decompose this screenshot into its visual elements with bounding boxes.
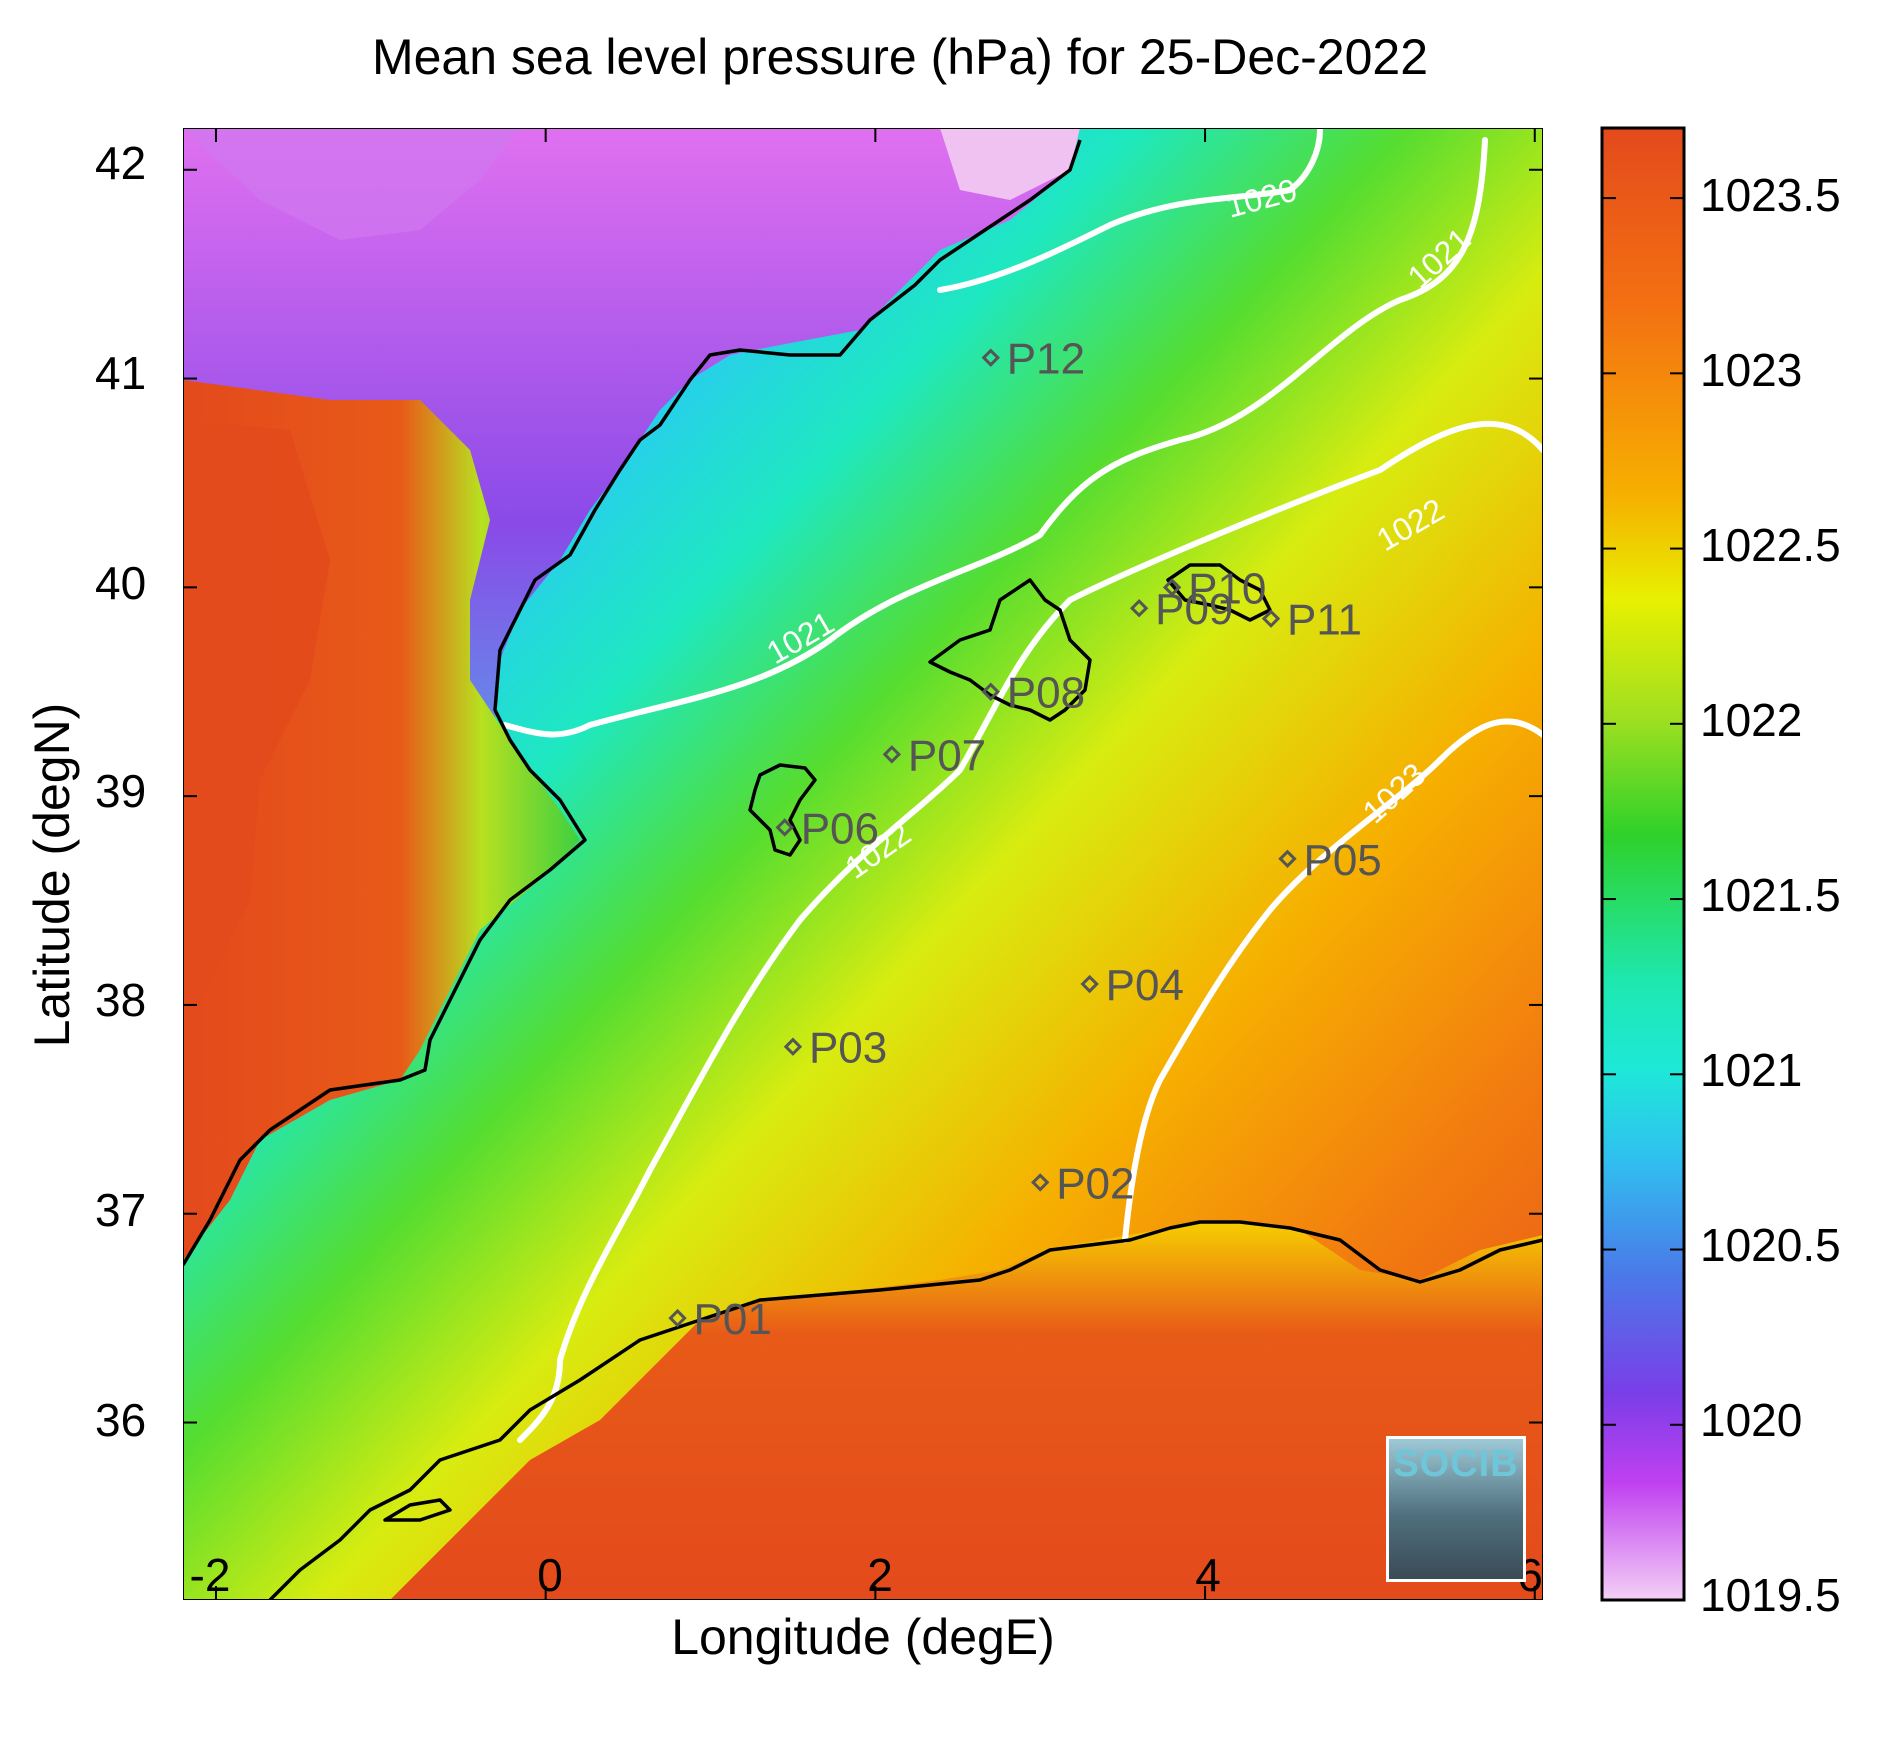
station-marker-p01: [668, 1308, 687, 1328]
station-label-p10: P10: [1188, 564, 1266, 613]
station-marker-p11: [1261, 609, 1281, 628]
coast-alboran: [383, 1498, 452, 1522]
colorbar-tick-label: 1021: [1700, 1044, 1803, 1096]
isobars: [502, 128, 1543, 1443]
isobar-1023: [1122, 718, 1543, 1243]
station-label-p02: P02: [1056, 1159, 1134, 1208]
coast-africa: [268, 1220, 1543, 1600]
station-marker-p05: [1278, 849, 1297, 868]
coastline: [183, 139, 1543, 1600]
y-axis-label: Latitude (degN): [24, 702, 80, 1048]
y-tick-label: 37: [95, 1184, 147, 1236]
station-label-p12: P12: [1007, 335, 1085, 384]
station-marker-p02: [1031, 1173, 1050, 1192]
axis-tick-marks: [183, 128, 1543, 1600]
coast-ibiza: [748, 763, 817, 857]
colorbar-tick-label: 1020.5: [1700, 1219, 1841, 1271]
socib-logo: SOCIB: [1386, 1436, 1526, 1582]
station-marker-p09: [1129, 599, 1149, 618]
isobar-1020: [937, 128, 1323, 293]
x-tick-label: 0: [537, 1549, 563, 1601]
colorbar-tick-label: 1019.5: [1700, 1569, 1841, 1621]
colorbar-tick-label: 1021.5: [1700, 869, 1841, 921]
inland-low: [183, 128, 520, 240]
socib-logo-text: SOCIB: [1393, 1443, 1519, 1485]
station-label-p04: P04: [1106, 961, 1184, 1010]
colorbar-tick-label: 1023.5: [1700, 169, 1841, 221]
colorbar-tick-label: 1022: [1700, 694, 1803, 746]
coast-iberia: [183, 139, 1082, 1266]
station-marker-p07: [882, 745, 902, 764]
x-tick-label: -2: [189, 1549, 231, 1601]
station-marker-p06: [775, 818, 794, 837]
inland-high: [183, 420, 330, 1050]
station-marker-p12: [981, 348, 1000, 367]
isobar-1022: [517, 420, 1543, 1443]
station-label-p07: P07: [908, 731, 986, 780]
pressure-field: [183, 128, 1543, 1600]
x-tick-label: 2: [867, 1549, 893, 1601]
station-marker-p03: [783, 1037, 803, 1056]
station-label-p09: P09: [1155, 585, 1233, 634]
y-tick-label: 42: [95, 137, 147, 189]
land-south: [390, 1220, 1543, 1600]
y-tick-label: 39: [95, 765, 147, 817]
station-marker-p10: [1162, 578, 1182, 597]
coast-menorca: [1166, 563, 1272, 622]
station-label-p01: P01: [694, 1295, 772, 1344]
colorbar-tick-label: 1020: [1700, 1394, 1803, 1446]
station-label-p08: P08: [1007, 669, 1085, 718]
station-label-p05: P05: [1303, 836, 1381, 885]
colorbar-tick-label: 1022.5: [1700, 519, 1841, 571]
y-tick-label: 40: [95, 557, 147, 609]
colorbar: [1600, 126, 1686, 1602]
station-label-p06: P06: [801, 804, 879, 853]
low-patch: [940, 128, 1080, 200]
y-tick-label: 36: [95, 1394, 147, 1446]
chart-title: Mean sea level pressure (hPa) for 25-Dec…: [371, 29, 1429, 85]
coast-mallorca: [928, 578, 1092, 722]
station-label-p03: P03: [809, 1024, 887, 1073]
y-tick-label: 38: [95, 974, 147, 1026]
station-label-p11: P11: [1287, 596, 1362, 645]
station-marker-p04: [1080, 974, 1099, 994]
station-marker-p08: [981, 682, 1000, 701]
x-tick-label: 4: [1195, 1549, 1221, 1601]
colorbar-tick-label: 1023: [1700, 344, 1803, 396]
x-axis-label: Longitude (degE): [671, 1609, 1055, 1665]
y-tick-label: 41: [95, 347, 147, 399]
colorbar-ticks: [1602, 197, 1684, 1601]
isobar-1021: [502, 137, 1488, 738]
